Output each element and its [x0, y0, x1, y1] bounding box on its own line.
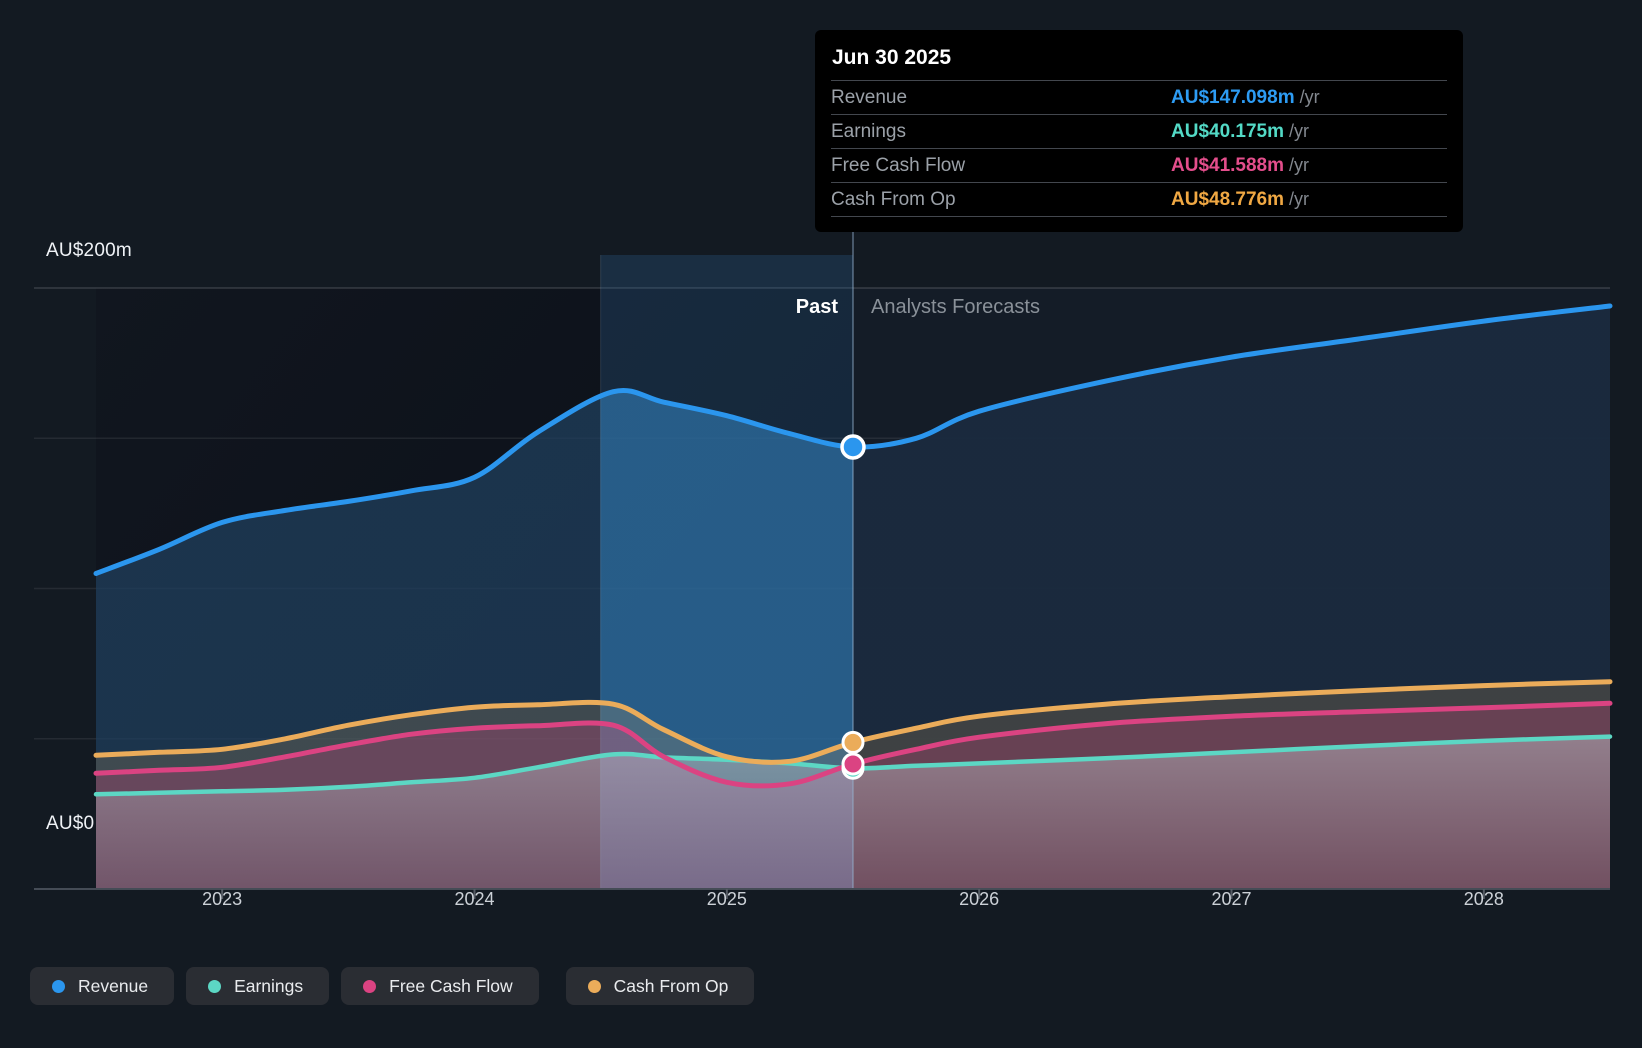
tooltip-row-cash-from-op: Cash From Op AU$48.776m/yr — [831, 182, 1447, 217]
revenue-marker[interactable] — [840, 434, 866, 460]
tooltip-unit: /yr — [1289, 121, 1310, 141]
tooltip-unit: /yr — [1289, 189, 1310, 209]
legend-item-cash-from-op[interactable]: Cash From Op — [565, 967, 755, 1005]
tooltip-date: Jun 30 2025 — [832, 46, 952, 69]
tooltip-unit: /yr — [1299, 87, 1320, 107]
tooltip-value: AU$147.098m — [1171, 87, 1295, 108]
legend-label: Revenue — [78, 975, 149, 996]
x-axis-label-2028: 2028 — [1463, 889, 1504, 909]
tooltip: Jun 30 2025 Revenue AU$147.098m/yr Earni… — [815, 30, 1463, 232]
legend-label: Earnings — [234, 975, 304, 996]
legend-item-earnings[interactable]: Earnings — [186, 967, 330, 1005]
x-axis-label-2024: 2024 — [454, 889, 495, 909]
free-cash-flow-dot-icon — [363, 979, 377, 993]
x-axis-label-2026: 2026 — [959, 889, 1000, 909]
cash-from-op-line — [93, 679, 1613, 765]
cash-from-op-marker[interactable] — [841, 730, 865, 754]
earnings-dot-icon — [208, 979, 222, 993]
free-cash-flow-marker[interactable] — [841, 752, 865, 776]
tooltip-value: AU$48.776m — [1171, 189, 1285, 210]
free-cash-flow-line — [93, 700, 1613, 789]
tooltip-label: Revenue — [831, 87, 908, 108]
legend-item-free-cash-flow[interactable]: Free Cash Flow — [341, 967, 539, 1005]
tooltip-value: AU$41.588m — [1171, 155, 1285, 176]
revenue-dot-icon — [52, 979, 65, 993]
x-axis-label-2025: 2025 — [706, 889, 747, 909]
y-axis-label-zero: AU$0 — [46, 813, 95, 834]
legend-label: Free Cash Flow — [389, 975, 513, 996]
cash-from-op-dot-icon — [587, 979, 601, 993]
tooltip-unit: /yr — [1289, 155, 1310, 175]
tooltip-value: AU$40.175m — [1171, 121, 1285, 142]
tooltip-label: Earnings — [831, 121, 906, 142]
y-axis-label-max: AU$200m — [46, 240, 132, 261]
x-axis-label-2023: 2023 — [202, 889, 243, 909]
revenue-line — [93, 303, 1613, 576]
tooltip-row-revenue: Revenue AU$147.098m/yr — [831, 80, 1447, 114]
legend-item-revenue[interactable]: Revenue — [30, 967, 175, 1005]
tooltip-label: Free Cash Flow — [831, 155, 966, 176]
forecast-region-label: Analysts Forecasts — [871, 296, 1040, 318]
tooltip-row-earnings: Earnings AU$40.175m/yr — [831, 114, 1447, 148]
past-region-label: Past — [795, 296, 838, 318]
legend: Revenue Earnings Free Cash Flow Cash Fro… — [30, 967, 755, 1005]
legend-label: Cash From Op — [613, 975, 729, 996]
x-axis-label-2027: 2027 — [1211, 889, 1252, 909]
tooltip-label: Cash From Op — [831, 189, 956, 210]
tooltip-row-free-cash-flow: Free Cash Flow AU$41.588m/yr — [831, 148, 1447, 182]
